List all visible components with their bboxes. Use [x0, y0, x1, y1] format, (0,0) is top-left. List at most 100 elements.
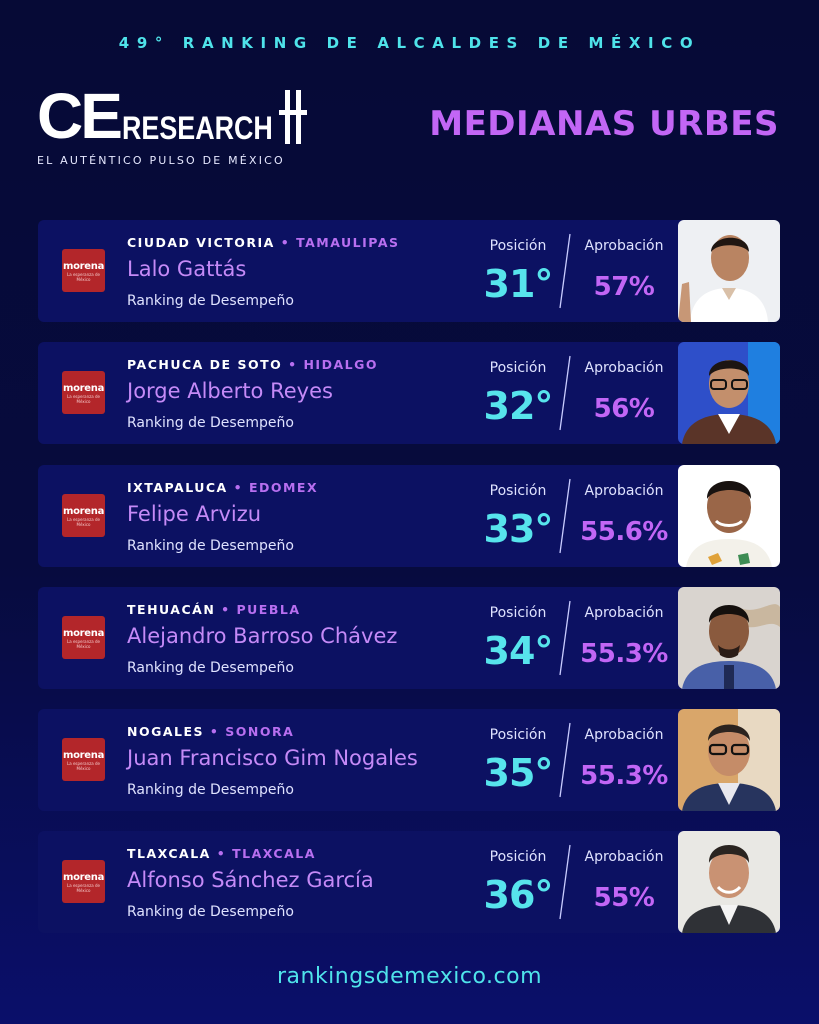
location-separator: • — [209, 724, 220, 739]
party-logo-tagline: La esperanza de México — [67, 272, 100, 282]
mayor-state: EDOMEX — [248, 480, 319, 495]
party-logo-tagline: La esperanza de México — [67, 761, 100, 771]
mayor-name: Alejandro Barroso Chávez — [127, 624, 398, 648]
mayor-subtitle: Ranking de Desempeño — [127, 293, 294, 309]
mayor-location: IXTAPALUCA • EDOMEX — [127, 480, 318, 495]
divider-line — [559, 478, 571, 554]
mayor-state: TLAXCALA — [232, 846, 316, 861]
mayor-card: morena La esperanza de México TEHUACÁN •… — [38, 587, 780, 689]
mayor-card: morena La esperanza de México TLAXCALA •… — [38, 831, 780, 933]
mayor-city: NOGALES — [127, 724, 205, 739]
divider-line — [559, 355, 571, 431]
mayor-subtitle: Ranking de Desempeño — [127, 660, 294, 676]
ce-research-logo: CE RESEARCH EL AUTÉNTICO PULSO DE MÉXICO — [37, 80, 308, 167]
position-value: 33° — [483, 507, 554, 551]
approval-value: 55.3% — [580, 761, 668, 791]
mayor-state: PUEBLA — [236, 602, 301, 617]
mayor-subtitle: Ranking de Desempeño — [127, 782, 294, 798]
divider-line — [559, 844, 571, 920]
mayor-subtitle: Ranking de Desempeño — [127, 415, 294, 431]
approval-value: 55.6% — [580, 517, 668, 547]
party-logo-name: morena — [62, 628, 105, 639]
party-logo-tagline: La esperanza de México — [67, 883, 100, 893]
mayor-photo — [678, 465, 780, 567]
party-logo-name: morena — [62, 261, 105, 272]
position-label: Posición — [489, 360, 547, 376]
footer-url[interactable]: rankingsdemexico.com — [276, 964, 543, 989]
mayor-name: Alfonso Sánchez García — [127, 868, 374, 892]
location-separator: • — [288, 357, 298, 372]
party-logo: morena La esperanza de México — [62, 860, 105, 903]
ranking-title: 49° RANKING DE ALCALDES DE MÉXICO — [118, 34, 701, 52]
party-logo-name: morena — [62, 750, 105, 761]
position-label: Posición — [489, 238, 547, 254]
mayor-card: morena La esperanza de México IXTAPALUCA… — [38, 465, 780, 567]
mayor-city: PACHUCA DE SOTO — [127, 357, 283, 372]
mayor-card: morena La esperanza de México CIUDAD VIC… — [38, 220, 780, 322]
mayor-photo — [678, 831, 780, 933]
mayor-photo — [678, 342, 780, 444]
approval-value: 57% — [593, 272, 655, 302]
position-label: Posición — [489, 605, 547, 621]
position-label: Posición — [489, 849, 547, 865]
mayor-location: PACHUCA DE SOTO • HIDALGO — [127, 357, 378, 372]
position-value: 34° — [483, 629, 554, 673]
approval-value: 56% — [593, 394, 655, 424]
approval-label: Aprobación — [584, 360, 664, 376]
party-logo: morena La esperanza de México — [62, 371, 105, 414]
mayor-photo — [678, 709, 780, 811]
party-logo: morena La esperanza de México — [62, 616, 105, 659]
position-value: 35° — [483, 751, 554, 795]
approval-label: Aprobación — [584, 849, 664, 865]
location-separator: • — [233, 480, 244, 495]
approval-label: Aprobación — [584, 727, 664, 743]
mayor-name: Lalo Gattás — [127, 257, 247, 281]
approval-label: Aprobación — [584, 605, 664, 621]
position-value: 31° — [483, 262, 554, 306]
logo-ce-text: CE — [37, 80, 123, 152]
divider-line — [559, 233, 571, 309]
mayor-card: morena La esperanza de México NOGALES • … — [38, 709, 780, 811]
approval-label: Aprobación — [584, 238, 664, 254]
mayor-city: TLAXCALA — [127, 846, 211, 861]
position-label: Posición — [489, 483, 547, 499]
approval-label: Aprobación — [584, 483, 664, 499]
party-logo: morena La esperanza de México — [62, 738, 105, 781]
mayor-city: CIUDAD VICTORIA — [127, 235, 275, 250]
location-separator: • — [221, 602, 231, 617]
mayor-state: HIDALGO — [303, 357, 378, 372]
party-logo-name: morena — [62, 383, 105, 394]
mayor-subtitle: Ranking de Desempeño — [127, 904, 294, 920]
location-separator: • — [216, 846, 227, 861]
mayor-photo — [678, 587, 780, 689]
divider-line — [559, 600, 571, 676]
mayor-city: IXTAPALUCA — [127, 480, 228, 495]
party-logo: morena La esperanza de México — [62, 494, 105, 537]
mayor-location: CIUDAD VICTORIA • TAMAULIPAS — [127, 235, 400, 250]
location-separator: • — [280, 235, 291, 250]
mayor-state: SONORA — [225, 724, 295, 739]
divider-line — [559, 722, 571, 798]
party-logo-tagline: La esperanza de México — [67, 394, 100, 404]
party-logo-name: morena — [62, 872, 105, 883]
mayor-state: TAMAULIPAS — [296, 235, 400, 250]
logo-tagline: EL AUTÉNTICO PULSO DE MÉXICO — [37, 154, 285, 167]
approval-value: 55.3% — [580, 639, 668, 669]
mayor-photo — [678, 220, 780, 322]
mayor-location: TEHUACÁN • PUEBLA — [127, 602, 301, 617]
position-label: Posición — [489, 727, 547, 743]
position-value: 32° — [483, 384, 554, 428]
logo-hash-icon — [279, 90, 308, 144]
party-logo-tagline: La esperanza de México — [67, 517, 100, 527]
mayor-location: TLAXCALA • TLAXCALA — [127, 846, 316, 861]
mayor-name: Jorge Alberto Reyes — [127, 379, 333, 403]
logo-research-text: RESEARCH — [121, 110, 273, 146]
mayor-location: NOGALES • SONORA — [127, 724, 294, 739]
category-title: MEDIANAS URBES — [429, 104, 779, 144]
mayor-subtitle: Ranking de Desempeño — [127, 538, 294, 554]
mayor-name: Juan Francisco Gim Nogales — [127, 746, 418, 770]
party-logo-name: morena — [62, 506, 105, 517]
mayor-city: TEHUACÁN — [127, 602, 216, 617]
position-value: 36° — [483, 873, 554, 917]
approval-value: 55% — [593, 883, 655, 913]
